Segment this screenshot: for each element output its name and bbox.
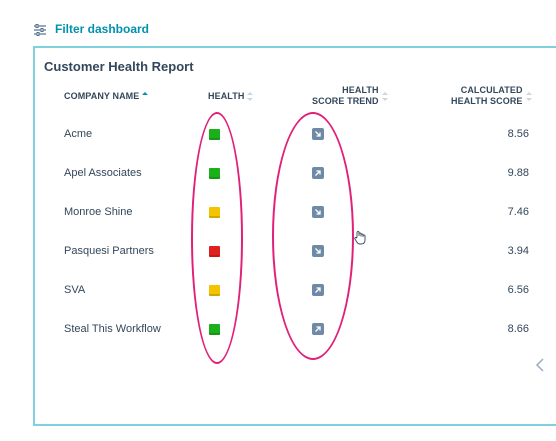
health-score: 8.66 [507, 323, 529, 335]
sort-icon [525, 91, 532, 101]
health-indicator-green [209, 324, 220, 335]
health-indicator-red [209, 246, 220, 257]
health-indicator-yellow [209, 207, 220, 218]
column-header-trend-line1: HEALTH [342, 85, 379, 95]
sort-ascending-icon [142, 92, 149, 101]
column-header-score-line2: HEALTH SCORE [451, 96, 523, 106]
column-header-health[interactable]: HEALTH [208, 91, 254, 102]
company-name[interactable]: Monroe Shine [64, 206, 133, 218]
column-header-trend-line2: SCORE TREND [312, 96, 379, 106]
trend-down-icon [312, 206, 324, 218]
filter-sliders-icon [33, 23, 47, 36]
sort-icon [247, 92, 254, 102]
report-title: Customer Health Report [44, 59, 194, 74]
health-indicator-green [209, 129, 220, 140]
column-header-company[interactable]: COMPANY NAME [64, 91, 149, 102]
table-row: Steal This Workflow 8.66 [35, 311, 555, 350]
company-name[interactable]: SVA [64, 284, 86, 296]
report-card: Customer Health Report COMPANY NAME HEAL… [33, 46, 556, 426]
sort-icon [381, 91, 388, 101]
company-name[interactable]: Pasquesi Partners [64, 245, 154, 257]
column-header-trend[interactable]: HEALTH SCORE TREND [312, 85, 388, 107]
table-row: Monroe Shine 7.46 [35, 194, 555, 233]
filter-dashboard-button[interactable]: Filter dashboard [33, 20, 149, 38]
chevron-left-icon[interactable] [535, 357, 545, 373]
trend-up-icon [312, 284, 324, 296]
trend-down-icon [312, 245, 324, 257]
hand-pointer-icon [354, 231, 366, 245]
health-score: 3.94 [507, 245, 529, 257]
health-indicator-green [209, 168, 220, 179]
column-header-company-label: COMPANY NAME [64, 91, 140, 101]
health-score: 7.46 [507, 206, 529, 218]
column-header-score-line1: CALCULATED [460, 85, 523, 95]
table-row: Acme 8.56 [35, 116, 555, 155]
health-score: 6.56 [507, 284, 529, 296]
column-header-score[interactable]: CALCULATED HEALTH SCORE [451, 85, 532, 107]
health-score: 8.56 [507, 128, 529, 140]
table-row: Pasquesi Partners 3.94 [35, 233, 555, 272]
company-name[interactable]: Acme [64, 128, 93, 140]
health-score: 9.88 [507, 167, 529, 179]
filter-dashboard-label: Filter dashboard [55, 22, 150, 36]
trend-down-icon [312, 128, 324, 140]
trend-up-icon [312, 323, 324, 335]
trend-up-icon [312, 167, 324, 179]
company-name[interactable]: Apel Associates [64, 167, 142, 179]
company-name[interactable]: Steal This Workflow [64, 323, 161, 335]
table-row: SVA 6.56 [35, 272, 555, 311]
health-indicator-yellow [209, 285, 220, 296]
column-header-health-label: HEALTH [208, 91, 245, 101]
table-row: Apel Associates 9.88 [35, 155, 555, 194]
